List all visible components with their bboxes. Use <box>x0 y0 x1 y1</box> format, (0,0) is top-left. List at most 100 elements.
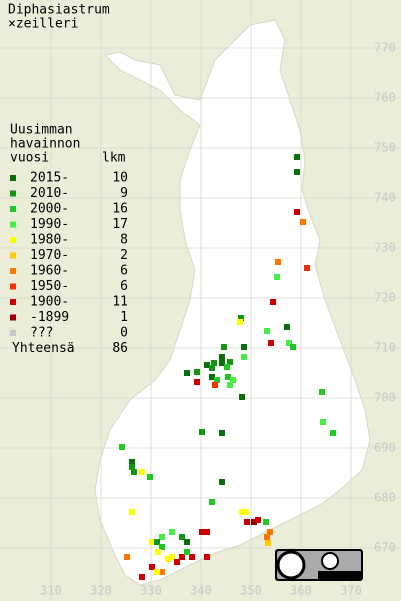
y-tick-label: 720 <box>374 291 396 305</box>
occurrence-dot <box>230 377 236 383</box>
occurrence-dot <box>119 444 125 450</box>
occurrence-dot <box>268 340 274 346</box>
occurrences <box>119 154 336 580</box>
occurrence-dot <box>194 379 200 385</box>
occurrence-dot <box>275 259 281 265</box>
occurrence-dot <box>319 389 325 395</box>
occurrence-dot <box>139 574 145 580</box>
occurrence-dot <box>184 370 190 376</box>
occurrence-dot <box>165 556 171 562</box>
occurrence-dot <box>224 364 230 370</box>
occurrence-dot <box>209 365 215 371</box>
legend-count: 10 <box>112 171 128 186</box>
x-tick-label: 330 <box>140 584 162 598</box>
occurrence-dot <box>129 464 135 470</box>
occurrence-dot <box>147 474 153 480</box>
legend-count: 9 <box>120 186 128 201</box>
legend-heading: vuosi <box>10 151 49 166</box>
occurrence-dot <box>212 382 218 388</box>
legend-count: 11 <box>112 295 128 310</box>
occurrence-dot <box>154 539 160 545</box>
occurrence-dot <box>194 369 200 375</box>
occurrence-dot <box>204 529 210 535</box>
occurrence-dot <box>179 554 185 560</box>
license-badge <box>275 549 363 581</box>
legend-label: -1899 <box>30 310 69 325</box>
legend-count: 6 <box>120 264 128 279</box>
occurrence-dot <box>284 324 290 330</box>
occurrence-dot <box>209 499 215 505</box>
legend-label: 1900- <box>30 295 69 310</box>
occurrence-dot <box>214 377 220 383</box>
legend-swatch <box>10 206 16 212</box>
occurrence-dot <box>174 559 180 565</box>
occurrence-dot <box>155 549 161 555</box>
occurrence-dot <box>184 539 190 545</box>
occurrence-dot <box>237 319 243 325</box>
legend-swatch <box>10 190 16 197</box>
occurrence-dot <box>149 539 155 545</box>
occurrence-dot <box>294 169 300 175</box>
legend-swatch <box>10 237 16 243</box>
occurrence-dot <box>159 569 165 575</box>
occurrence-dot <box>227 359 233 365</box>
legend-swatch <box>10 221 16 228</box>
occurrence-dot <box>204 554 210 560</box>
y-tick-label: 750 <box>374 141 396 155</box>
legend-swatch <box>10 268 16 274</box>
occurrence-dot <box>179 534 185 540</box>
y-tick-label: 770 <box>374 41 396 55</box>
occurrence-dot <box>154 569 160 575</box>
occurrence-dot <box>251 519 257 525</box>
title: Diphasiastrum <box>8 3 110 18</box>
legend-swatch <box>10 175 16 181</box>
occurrence-dot <box>290 344 296 350</box>
legend-total-label: Yhteensä <box>12 341 75 356</box>
x-tick-label: 350 <box>240 584 262 598</box>
occurrence-dot <box>149 564 155 570</box>
occurrence-dot <box>264 328 270 334</box>
occurrence-dot <box>294 209 300 215</box>
occurrence-dot <box>294 154 300 160</box>
legend-count: 2 <box>120 248 128 263</box>
occurrence-dot <box>219 430 225 436</box>
occurrence-dot <box>225 374 231 380</box>
legend-heading: Uusimman <box>10 123 73 138</box>
legend-count-heading: lkm <box>102 151 126 166</box>
legend-count: 8 <box>120 233 128 248</box>
legend-count: 0 <box>120 326 128 341</box>
occurrence-dot <box>159 534 165 540</box>
occurrence-dot <box>255 517 261 523</box>
occurrence-dot <box>270 299 276 305</box>
occurrence-dot <box>204 362 210 368</box>
legend-swatch <box>10 330 16 336</box>
legend-label: 2010- <box>30 186 69 201</box>
legend-count: 1 <box>120 310 128 325</box>
occurrence-dot <box>131 469 137 475</box>
occurrence-dot <box>124 554 130 560</box>
legend-label: 1950- <box>30 279 69 294</box>
occurrence-dot <box>300 219 306 225</box>
legend-swatch <box>10 283 16 290</box>
y-tick-label: 690 <box>374 441 396 455</box>
y-tick-label: 730 <box>374 241 396 255</box>
title: ×zeilleri <box>8 17 78 32</box>
occurrence-dot <box>129 459 135 465</box>
occurrence-dot <box>211 360 217 366</box>
legend-swatch <box>10 314 16 321</box>
occurrence-dot <box>243 509 249 515</box>
y-tick-label: 710 <box>374 341 396 355</box>
occurrence-dot <box>241 354 247 360</box>
legend-label: 1960- <box>30 264 69 279</box>
occurrence-dot <box>267 529 273 535</box>
y-tick-label: 700 <box>374 391 396 405</box>
x-tick-label: 320 <box>90 584 112 598</box>
occurrence-dot <box>184 549 190 555</box>
occurrence-dot <box>238 315 244 321</box>
x-tick-label: 360 <box>290 584 312 598</box>
occurrence-dot <box>189 554 195 560</box>
x-tick-label: 310 <box>40 584 62 598</box>
